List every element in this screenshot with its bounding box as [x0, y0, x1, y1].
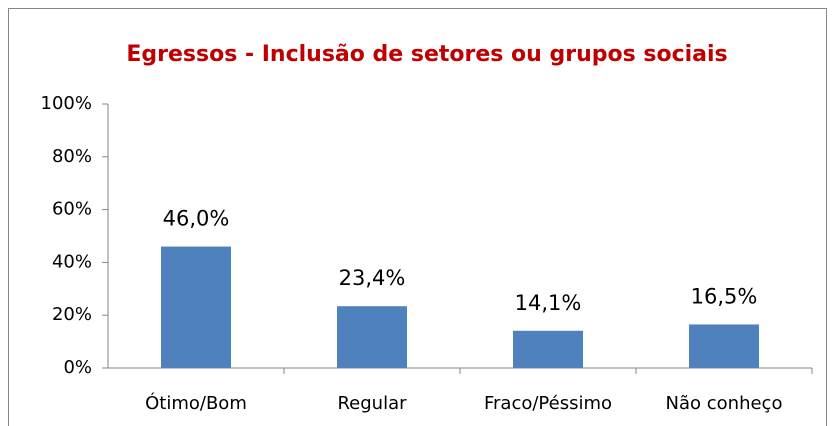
y-tick-label: 100% [41, 93, 92, 114]
x-tick-label: Não conheço [666, 393, 783, 414]
bar [161, 246, 231, 368]
y-tick-label: 60% [52, 199, 92, 220]
value-label: 46,0% [163, 207, 230, 231]
x-tick-label: Fraco/Péssimo [484, 393, 612, 414]
bar [689, 324, 759, 368]
bar [337, 306, 407, 368]
bar [513, 330, 583, 368]
y-tick-label: 80% [52, 146, 92, 167]
chart-title: Egressos - Inclusão de setores ou grupos… [126, 42, 727, 67]
value-label: 23,4% [339, 266, 406, 290]
value-label: 16,5% [691, 284, 758, 308]
y-tick-label: 0% [63, 357, 92, 378]
y-tick-label: 20% [52, 304, 92, 325]
y-tick-label: 40% [52, 251, 92, 272]
value-label: 14,1% [515, 291, 582, 315]
x-tick-label: Regular [337, 393, 407, 414]
x-tick-label: Ótimo/Bom [145, 392, 247, 414]
